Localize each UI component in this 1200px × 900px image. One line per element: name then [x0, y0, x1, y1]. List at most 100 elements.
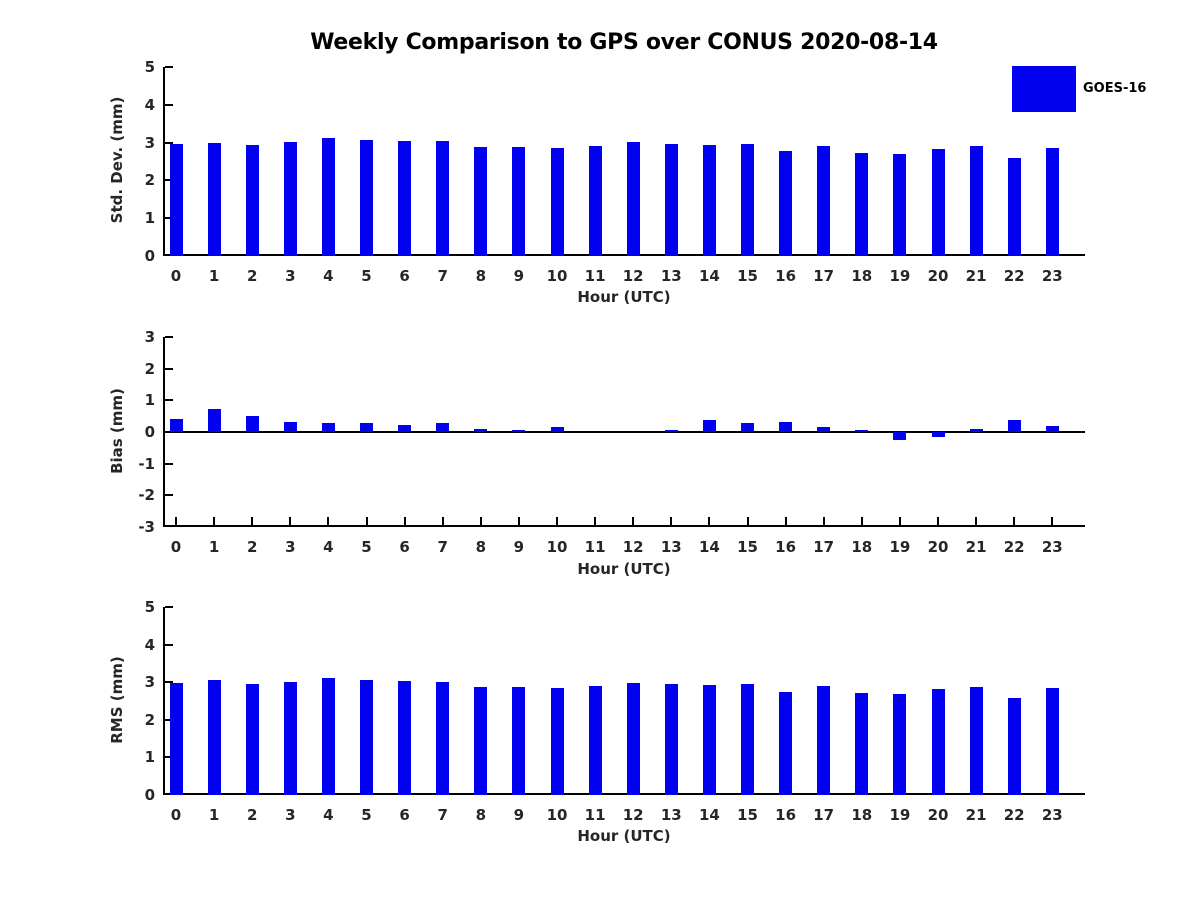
x-tick-mark	[556, 517, 558, 525]
bar-hour-7	[436, 141, 450, 256]
bar-hour-0	[169, 682, 183, 795]
bar-hour-8	[474, 429, 488, 432]
y-tick-mark	[165, 179, 173, 182]
x-tick-label: 2	[246, 267, 258, 285]
bar-hour-17	[817, 426, 831, 432]
x-tick-label: 5	[361, 806, 372, 824]
y-tick-mark	[165, 103, 173, 106]
x-tick-label: 7	[437, 267, 448, 285]
legend-label: GOES-16	[1083, 81, 1147, 96]
bar-hour-5	[360, 139, 373, 256]
x-tick-label: 2	[246, 806, 258, 824]
x-tick-label: 16	[775, 538, 797, 556]
x-tick-label: 11	[584, 267, 606, 285]
y-tick-label: 3	[144, 328, 155, 346]
bar-hour-23	[1045, 688, 1059, 795]
bar-hour-16	[779, 691, 793, 795]
x-tick-label: 6	[399, 267, 410, 285]
y-tick-label: 4	[144, 95, 155, 114]
bar-hour-7	[436, 423, 450, 432]
bar-hour-14	[702, 684, 716, 795]
x-tick-label: 23	[1041, 806, 1063, 824]
y-tick-label: 0	[144, 786, 155, 804]
x-tick-mark	[213, 517, 216, 525]
bar-hour-1	[207, 409, 221, 432]
x-tick-mark	[479, 517, 482, 525]
bar-hour-2	[245, 683, 259, 795]
x-tick-label: 21	[965, 538, 987, 556]
x-tick-label: 20	[927, 538, 949, 556]
bar-hour-3	[283, 142, 297, 256]
x-tick-label: 10	[546, 806, 568, 824]
bar-hour-8	[474, 147, 488, 256]
bar-hour-3	[283, 681, 297, 795]
x-tick-label: 23	[1041, 538, 1063, 556]
bar-hour-21	[969, 428, 983, 432]
y-tick-mark	[165, 681, 173, 684]
x-tick-label: 14	[698, 806, 720, 824]
x-tick-label: 4	[323, 538, 334, 556]
bar-hour-22	[1007, 697, 1021, 795]
y-tick-mark	[165, 462, 173, 465]
y-tick-label: 3	[144, 673, 155, 692]
y-tick-label: -2	[138, 486, 155, 505]
bar-hour-17	[817, 685, 831, 795]
x-tick-label: 3	[285, 267, 296, 285]
y-tick-label: 1	[144, 209, 155, 228]
bar-hour-18	[855, 430, 869, 432]
y-tick-label: 5	[144, 598, 155, 616]
bar-hour-4	[321, 677, 335, 795]
y-tick-mark	[165, 494, 173, 497]
bar-hour-18	[855, 693, 869, 795]
x-tick-mark	[175, 517, 177, 525]
bar-hour-5	[360, 422, 373, 432]
x-tick-label: 15	[737, 538, 758, 556]
x-tick-label: 13	[660, 806, 682, 824]
x-tick-mark	[517, 517, 520, 525]
x-tick-label: 20	[927, 806, 949, 824]
x-tick-label: 11	[584, 806, 606, 824]
bar-hour-1	[207, 679, 221, 795]
x-tick-label: 10	[546, 267, 568, 285]
x-tick-label: 0	[170, 806, 182, 824]
bar-hour-6	[398, 680, 412, 795]
x-tick-label: 22	[1003, 267, 1025, 285]
bar-hour-15	[741, 423, 754, 432]
x-tick-mark	[975, 517, 978, 525]
legend: GOES-16	[1012, 66, 1200, 112]
x-tick-label: 0	[170, 267, 182, 285]
y-tick-mark	[165, 66, 173, 68]
x-tick-label: 8	[475, 538, 487, 556]
x-tick-label: 8	[475, 806, 487, 824]
stddev-plot-area: 0 1 2 3 4 5 0 1 2 3 4 5 6 7 8 9 10 11 12 13 14 15 16 17 18 19 20 21…	[145, 58, 1085, 285]
x-tick-label: 19	[889, 267, 911, 285]
bar-hour-11	[588, 145, 602, 256]
bar-hour-20	[931, 149, 945, 256]
bar-hour-4	[321, 138, 335, 256]
bar-hour-16	[779, 421, 793, 432]
x-tick-label: 21	[965, 806, 987, 824]
bar-hour-5	[360, 679, 373, 795]
x-tick-mark	[289, 517, 292, 525]
bias-x-axis-label: Hour (UTC)	[577, 560, 671, 578]
x-tick-label: 4	[323, 267, 334, 285]
bar-hour-22	[1007, 158, 1021, 256]
bar-hour-9	[512, 687, 526, 795]
y-tick-mark	[165, 141, 173, 144]
zero-line	[165, 431, 1085, 433]
bar-hour-11	[588, 685, 602, 795]
y-tick-label: 0	[144, 247, 155, 265]
bar-hour-4	[321, 422, 335, 432]
bar-hour-18	[855, 153, 869, 256]
x-tick-label: 17	[813, 267, 835, 285]
bar-hour-19	[893, 153, 907, 256]
x-tick-label: 18	[851, 267, 873, 285]
rms-y-axis-label: RMS (mm)	[108, 656, 126, 744]
x-tick-mark	[1013, 517, 1016, 525]
bar-hour-9	[512, 429, 526, 432]
bar-hour-14	[702, 145, 716, 256]
x-tick-label: 21	[965, 267, 987, 285]
x-tick-mark	[365, 517, 368, 525]
bar-hour-23	[1045, 148, 1059, 256]
x-tick-label: 5	[361, 267, 372, 285]
